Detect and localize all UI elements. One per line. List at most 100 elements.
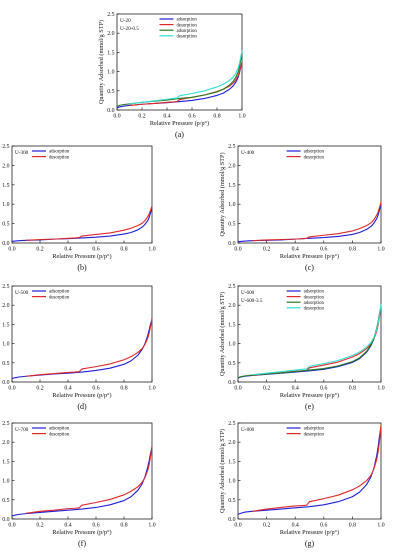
panel-e: 0.0 0.2 0.4 0.6 0.8 1.0 0.0 0.5 1.0 1.5 2.0 2.5 Rela… — [219, 284, 385, 411]
x-tick-label: 0.8 — [349, 247, 356, 253]
legend-entry: adsorption — [49, 150, 70, 155]
plot-frame — [237, 422, 382, 520]
y-tick-label: 2.0 — [228, 303, 235, 309]
y-tick-label: 2.0 — [107, 31, 114, 37]
y-tick-label: 2.5 — [228, 421, 235, 427]
x-tick-label: 0.2 — [36, 523, 43, 529]
legend-entry: adsorption — [304, 427, 325, 432]
legend-entry: adsorption — [177, 29, 198, 34]
x-tick-label: 0.4 — [292, 523, 299, 529]
series-line-1 — [252, 424, 382, 512]
series-line-1 — [25, 318, 153, 377]
legend-entry: desorption — [304, 295, 325, 300]
x-tick-label: 0.0 — [234, 247, 241, 253]
x-tick-label: 0.4 — [64, 523, 71, 529]
panel-c: 0.0 0.2 0.4 0.6 0.8 1.0 0.0 0.5 1.0 1.5 2.0 2.5 Rela… — [219, 144, 385, 272]
x-tick-label: 0.2 — [36, 386, 43, 392]
legend-entry: adsorption — [304, 290, 325, 295]
panel-label: (g) — [305, 539, 315, 548]
y-tick-label: 0.5 — [228, 222, 235, 228]
x-tick-label: 0.2 — [263, 523, 270, 529]
panel-g: 0.0 0.2 0.4 0.6 0.8 1.0 0.0 0.5 1.0 1.5 2.0 2.5 Rela… — [219, 421, 385, 548]
sample-label: U-20 — [120, 18, 131, 24]
plot-frame — [237, 285, 382, 383]
panel-label: (c) — [305, 263, 314, 272]
series-line-0 — [237, 204, 382, 243]
x-tick-label: 0.0 — [234, 386, 241, 392]
x-tick-label: 0.6 — [92, 523, 99, 529]
x-axis-label: Relative Pressure (p/p°) — [280, 253, 339, 260]
x-tick-label: 0.8 — [349, 523, 356, 529]
x-tick-label: 1.0 — [238, 114, 245, 120]
y-tick-label: 0.5 — [228, 498, 235, 504]
legend-entry: desorption — [177, 23, 198, 28]
sample-label: U-600 — [241, 290, 255, 296]
y-tick-label: 0.0 — [2, 380, 9, 386]
y-tick-label: 1.5 — [228, 459, 235, 465]
y-tick-label: 2.0 — [228, 163, 235, 169]
series-line-1 — [252, 202, 382, 242]
sample-label: U-800 — [241, 427, 255, 433]
x-tick-label: 1.0 — [377, 523, 384, 529]
x-tick-label: 0.6 — [320, 386, 327, 392]
legend-entry: adsorption — [177, 18, 198, 23]
legend-entry: desorption — [304, 432, 325, 437]
y-tick-label: 1.0 — [2, 202, 9, 208]
legend-entry: desorption — [304, 155, 325, 160]
x-tick-label: 0.2 — [36, 247, 43, 253]
series-line-0 — [11, 319, 153, 380]
y-axis-label: Quantity Adsorbed (mmol/g STP) — [98, 20, 105, 104]
x-tick-label: 0.0 — [8, 247, 15, 253]
x-axis-label: Relative Pressure (p/p°) — [52, 253, 111, 260]
x-tick-label: 1.0 — [377, 247, 384, 253]
series-line-3 — [252, 303, 382, 376]
y-tick-label: 2.0 — [2, 303, 9, 309]
y-tick-label: 0.0 — [228, 517, 235, 523]
sample-label: U-600-3.5 — [241, 298, 263, 304]
x-tick-label: 0.6 — [92, 247, 99, 253]
y-tick-label: 1.5 — [107, 50, 114, 56]
x-tick-label: 0.0 — [8, 523, 15, 529]
x-tick-label: 0.0 — [234, 523, 241, 529]
x-tick-label: 0.0 — [113, 114, 120, 120]
legend-entry: desorption — [177, 35, 198, 40]
y-tick-label: 0.0 — [2, 517, 9, 523]
y-tick-label: 0.5 — [228, 361, 235, 367]
y-tick-label: 1.0 — [228, 342, 235, 348]
y-tick-label: 2.0 — [2, 163, 9, 169]
x-tick-label: 0.6 — [320, 247, 327, 253]
y-tick-label: 0.0 — [2, 241, 9, 247]
series-line-2 — [116, 52, 243, 108]
y-tick-label: 1.5 — [2, 322, 9, 328]
y-tick-label: 0.5 — [2, 361, 9, 367]
y-tick-label: 0.5 — [2, 222, 9, 228]
x-tick-label: 0.8 — [349, 386, 356, 392]
panel-label: (d) — [77, 402, 87, 411]
x-tick-label: 0.4 — [64, 386, 71, 392]
x-tick-label: 1.0 — [148, 247, 155, 253]
x-tick-label: 1.0 — [148, 386, 155, 392]
y-tick-label: 1.0 — [2, 342, 9, 348]
panel-label: (a) — [175, 130, 184, 139]
y-tick-label: 2.5 — [2, 284, 9, 290]
legend-entry: adsorption — [304, 150, 325, 155]
y-tick-label: 2.5 — [228, 284, 235, 290]
y-axis-label: Quantity Adsorbed (mmol/g STP) — [219, 429, 226, 513]
panel-a: 0.0 0.2 0.4 0.6 0.8 1.0 0.0 0.5 1.0 1.5 2.0 2.5 Rela… — [98, 12, 246, 139]
y-tick-label: 0.0 — [107, 108, 114, 114]
x-tick-label: 1.0 — [148, 523, 155, 529]
x-axis-label: Relative Pressure (p/p°) — [280, 392, 339, 399]
series-line-1 — [25, 445, 153, 514]
x-tick-label: 0.4 — [163, 114, 170, 120]
x-tick-label: 0.8 — [120, 386, 127, 392]
x-tick-label: 0.2 — [263, 386, 270, 392]
y-tick-label: 1.0 — [2, 479, 9, 485]
panel-f: 0.0 0.2 0.4 0.6 0.8 1.0 0.0 0.5 1.0 1.5 2.0 2.5 Rela… — [2, 421, 155, 548]
series-line-0 — [11, 447, 153, 517]
y-tick-label: 1.0 — [107, 70, 114, 76]
sample-label: U-400 — [241, 150, 255, 156]
y-tick-label: 2.5 — [2, 144, 9, 150]
x-tick-label: 0.4 — [292, 247, 299, 253]
